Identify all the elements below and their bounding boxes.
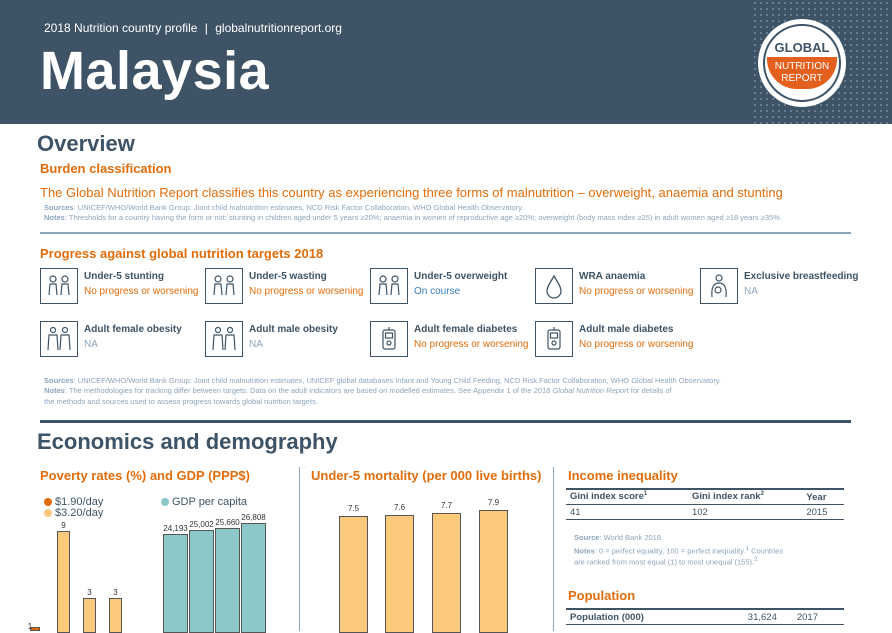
target-status: No progress or worsening xyxy=(414,339,529,350)
poverty-320-bar xyxy=(83,597,96,633)
target-status: On course xyxy=(414,286,461,297)
adults-icon xyxy=(205,321,243,357)
poverty-320-label: 9 xyxy=(61,521,66,530)
header-banner: 2018 Nutrition country profile | globaln… xyxy=(0,0,892,124)
gdp-value-label: 25,660 xyxy=(215,517,240,527)
poverty-320-bar xyxy=(57,531,70,633)
mortality-bar xyxy=(479,510,508,633)
overview-notes: Notes: Thresholds for a country having t… xyxy=(44,213,782,222)
target-item: Exclusive breastfeeding NA xyxy=(700,268,865,308)
target-label: Under-5 stunting xyxy=(84,271,164,282)
adults-icon xyxy=(40,321,78,357)
report-url[interactable]: globalnutritionreport.org xyxy=(215,21,342,35)
children-icon xyxy=(205,268,243,304)
progress-notes: Notes: The methodologies for tracking di… xyxy=(44,386,672,395)
target-status: No progress or worsening xyxy=(84,286,199,297)
table-header-row: Gini index score1 Gini index rank2 Year xyxy=(566,489,844,505)
economics-heading: Economics and demography xyxy=(37,429,338,454)
gdp-value-label: 24,193 xyxy=(163,523,188,533)
target-item: Under-5 overweight On course xyxy=(370,268,535,308)
legend-gdp: GDP per capita xyxy=(161,496,247,508)
section-divider-dark xyxy=(40,420,851,423)
target-item: Adult female diabetes No progress or wors… xyxy=(370,321,535,361)
poverty-190-label: 1 xyxy=(27,622,33,631)
target-status: No progress or worsening xyxy=(579,286,694,297)
target-label: Adult male obesity xyxy=(249,324,338,335)
mortality-value-label: 7.9 xyxy=(487,498,500,507)
target-status: NA xyxy=(744,286,758,297)
income-inequality-heading: Income inequality xyxy=(568,468,678,483)
target-label: WRA anaemia xyxy=(579,271,646,282)
mortality-value-label: 7.5 xyxy=(347,504,360,514)
income-notes: Notes: 0 = perfect equality, 100 = perfe… xyxy=(574,545,784,556)
target-status: No progress or worsening xyxy=(579,339,694,350)
target-label: Exclusive breastfeeding xyxy=(744,271,859,282)
mortality-value-label: 7.7 xyxy=(440,501,453,511)
target-status: NA xyxy=(84,339,98,350)
population-heading: Population xyxy=(568,588,636,603)
gdp-value-label: 25,002 xyxy=(189,520,214,530)
gdp-value-label: 26,808 xyxy=(241,513,266,522)
progress-sources: Sources: UNICEF/WHO/World Bank Group: Jo… xyxy=(44,376,722,385)
target-item: Under-5 stunting No progress or worsening xyxy=(40,268,205,308)
legend-poverty-320: $3.20/day xyxy=(44,507,103,519)
country-title: Malaysia xyxy=(40,41,270,101)
poverty-gdp-heading: Poverty rates (%) and GDP (PPP$) xyxy=(40,468,250,483)
table-row: Population (000) 31,624 2017 xyxy=(566,609,844,625)
target-label: Under-5 wasting xyxy=(249,271,327,282)
target-label: Adult female diabetes xyxy=(414,324,518,335)
glucose-meter-icon xyxy=(535,321,573,357)
mortality-bar xyxy=(432,513,461,633)
income-source: Source: World Bank 2018. xyxy=(574,533,664,542)
column-header: Gini index rank2 xyxy=(691,491,764,503)
column-header: Gini index score1 xyxy=(570,491,648,503)
mortality-bar xyxy=(339,516,368,633)
income-notes-cont: are ranked from most equal (1) to most u… xyxy=(574,556,758,567)
income-inequality-table: Gini index score1 Gini index rank2 Year … xyxy=(566,488,844,520)
progress-heading: Progress against global nutrition target… xyxy=(40,246,324,261)
target-item: Adult male diabetes No progress or worsen… xyxy=(535,321,700,361)
target-label: Under-5 overweight xyxy=(414,271,508,282)
burden-text: The Global Nutrition Report classifies t… xyxy=(40,185,783,200)
poverty-320-label: 3 xyxy=(87,587,92,597)
target-item: WRA anaemia No progress or worsening xyxy=(535,268,700,308)
target-label: Adult female obesity xyxy=(84,324,182,335)
glucose-meter-icon xyxy=(370,321,408,357)
header-subtitle: 2018 Nutrition country profile | globaln… xyxy=(44,21,342,35)
mortality-value-label: 7.6 xyxy=(393,502,406,512)
children-icon xyxy=(370,268,408,304)
blood-drop-icon xyxy=(535,268,573,304)
target-status: NA xyxy=(249,339,263,350)
target-status: No progress or worsening xyxy=(249,286,364,297)
gdp-bar xyxy=(163,533,188,633)
gdp-bar xyxy=(241,523,266,633)
children-icon xyxy=(40,268,78,304)
gdp-bar xyxy=(189,530,214,633)
target-label: Adult male diabetes xyxy=(579,324,674,335)
progress-notes-cont: the methods and sources used to assess p… xyxy=(44,397,318,406)
mortality-bar xyxy=(385,514,414,633)
overview-heading: Overview xyxy=(37,131,135,156)
mortality-heading: Under-5 mortality (per 000 live births) xyxy=(311,468,542,483)
poverty-320-bar xyxy=(109,597,122,633)
column-header: Year xyxy=(806,491,827,503)
burden-heading: Burden classification xyxy=(40,161,172,176)
population-table: Population (000) 31,624 2017 xyxy=(566,608,844,625)
target-item: Under-5 wasting No progress or worsening xyxy=(205,268,370,308)
table-row: 41 102 2015 xyxy=(566,505,844,520)
global-nutrition-report-logo: GLOBAL NUTRITION REPORT xyxy=(758,19,846,107)
target-item: Adult female obesity NA xyxy=(40,321,205,361)
breastfeeding-icon xyxy=(700,268,738,304)
legend-poverty-190: $1.90/day xyxy=(44,496,103,508)
section-divider xyxy=(40,232,851,234)
poverty-320-label: 3 xyxy=(113,587,118,597)
target-item: Adult male obesity NA xyxy=(205,321,370,361)
gdp-bar xyxy=(215,527,240,633)
overview-sources: Sources: UNICEF/WHO/World Bank Group: Jo… xyxy=(44,203,524,212)
